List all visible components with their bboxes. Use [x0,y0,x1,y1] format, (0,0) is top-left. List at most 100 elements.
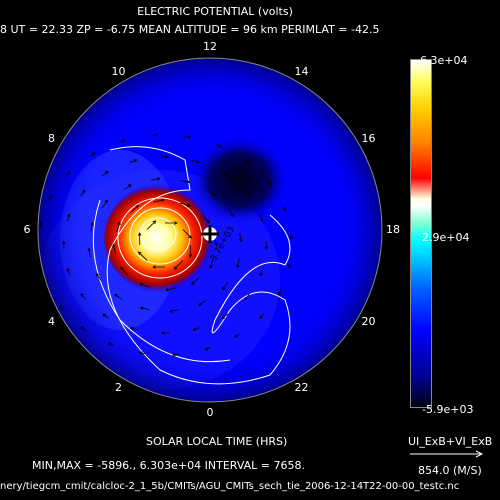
plot-title: ELECTRIC POTENTIAL (volts) [137,5,293,18]
hour-label-4: 4 [48,314,56,328]
hour-label-12: 12 [203,40,217,53]
velocity-arrow-71 [215,143,223,148]
velocity-arrow-72 [243,158,250,164]
velocity-arrow-46 [101,170,109,177]
velocity-arrow-53 [264,241,269,250]
velocity-arrow-73 [266,179,272,186]
velocity-arrow-55 [244,293,250,301]
velocity-arrow-40 [102,313,110,319]
velocity-arrow-49 [192,159,201,164]
velocity-arrow-65 [48,194,53,201]
velocity-arrow-45 [80,189,86,197]
hour-label-2: 2 [115,381,122,395]
velocity-arrow-35 [236,258,240,269]
velocity-arrow-33 [228,208,234,218]
velocity-arrow-47 [129,159,138,163]
velocity-arrow-0 [188,245,193,258]
velocity-arrow-56 [204,347,211,351]
velocity-arrow-20 [222,282,228,291]
hour-label-10: 10 [111,64,126,78]
velocity-arrow-22 [169,309,180,313]
velocity-arrow-39 [129,326,138,331]
pole-marker [201,225,219,243]
file-path-footer: nery/tiegcm_cmit/calcloc-2_1_5b/CMITs/AG… [0,481,460,492]
velocity-arrow-42 [66,267,71,276]
hour-label-18: 18 [386,223,400,236]
velocity-arrow-76 [287,261,292,269]
velocity-arrow-78 [259,313,264,320]
velocity-arrow-15 [130,205,139,214]
velocity-arrow-58 [138,351,146,355]
hour-label-6: 6 [23,223,31,236]
velocity-arrow-27 [90,221,94,232]
velocity-arrow-70 [184,135,192,139]
velocity-arrow-69 [151,133,159,138]
hour-label-0: 0 [206,406,214,419]
velocity-arrow-29 [123,184,132,191]
velocity-arrow-67 [89,152,96,157]
velocity-arrow-28 [102,199,108,208]
velocity-arrow-75 [289,232,293,240]
velocity-arrow-14 [116,221,121,233]
velocity-arrow-68 [119,139,126,143]
velocity-arrow-37 [192,327,201,331]
velocity-arrow-12 [120,266,129,276]
velocity-arrow-32 [207,190,216,197]
velocity-arrow-26 [87,247,91,258]
velocity-arrow-16 [153,198,165,203]
velocity-arrow-1 [173,260,184,270]
colorbar [410,59,432,408]
velocity-arrow-44 [67,213,71,222]
plot-boundary [37,57,383,403]
velocity-arrow-3 [138,251,148,261]
velocity-vectors [38,133,293,357]
velocity-arrow-13 [112,243,117,255]
velocity-arrow-4 [137,232,142,245]
reference-vector-arrow [410,450,484,458]
min-max-stats: MIN,MAX = -5896., 6.303e+04 INTERVAL = 7… [32,459,306,472]
colorbar-max-label: 6.3e+04 [420,54,468,67]
velocity-arrow-54 [259,268,263,277]
velocity-arrow-8 [209,257,214,269]
velocity-arrow-2 [152,265,165,269]
colorbar-min-label: -5.9e+03 [422,403,474,416]
velocity-arrow-10 [165,287,177,292]
velocity-arrow-9 [191,276,200,285]
velocity-arrow-43 [61,240,66,249]
velocity-arrow-17 [179,202,191,208]
hour-label-8: 8 [48,131,56,145]
velocity-arrow-57 [171,352,179,357]
velocity-arrow-77 [277,289,282,296]
velocity-arrow-25 [96,272,102,282]
velocity-arrow-60 [80,326,87,332]
contour-lines [92,146,291,385]
velocity-arrow-51 [243,190,250,197]
velocity-arrow-30 [150,177,161,181]
velocity-arrow-66 [66,170,71,177]
x-axis-label: SOLAR LOCAL TIME (HRS) [146,435,288,448]
velocity-arrow-61 [58,304,64,311]
velocity-arrow-36 [221,313,229,320]
velocity-arrow-23 [139,306,150,310]
velocity-arrow-11 [139,282,151,288]
velocity-arrow-74 [282,204,286,212]
hour-label-16: 16 [361,131,376,145]
potential-map [38,58,382,402]
velocity-arrow-59 [107,342,115,347]
velocity-arrow-24 [114,293,123,300]
velocity-arrow-34 [239,232,243,243]
vector-legend: UI_ExB+VI_ExB [408,435,493,448]
velocity-arrow-50 [220,171,228,177]
velocity-arrow-79 [234,333,241,338]
plot-subtitle: 8 UT = 22.33 ZP = -6.75 MEAN ALTITUDE = … [0,23,380,36]
velocity-arrow-7 [182,229,192,239]
velocity-arrow-21 [198,299,207,306]
hour-label-14: 14 [294,64,309,78]
velocity-arrow-6 [165,221,178,225]
velocity-arrow-5 [146,220,157,230]
velocity-arrow-52 [259,214,264,223]
velocity-arrow-64 [38,221,43,229]
reference-vector-label: 854.0 (M/S) [418,464,482,477]
velocity-arrow-38 [160,331,170,335]
